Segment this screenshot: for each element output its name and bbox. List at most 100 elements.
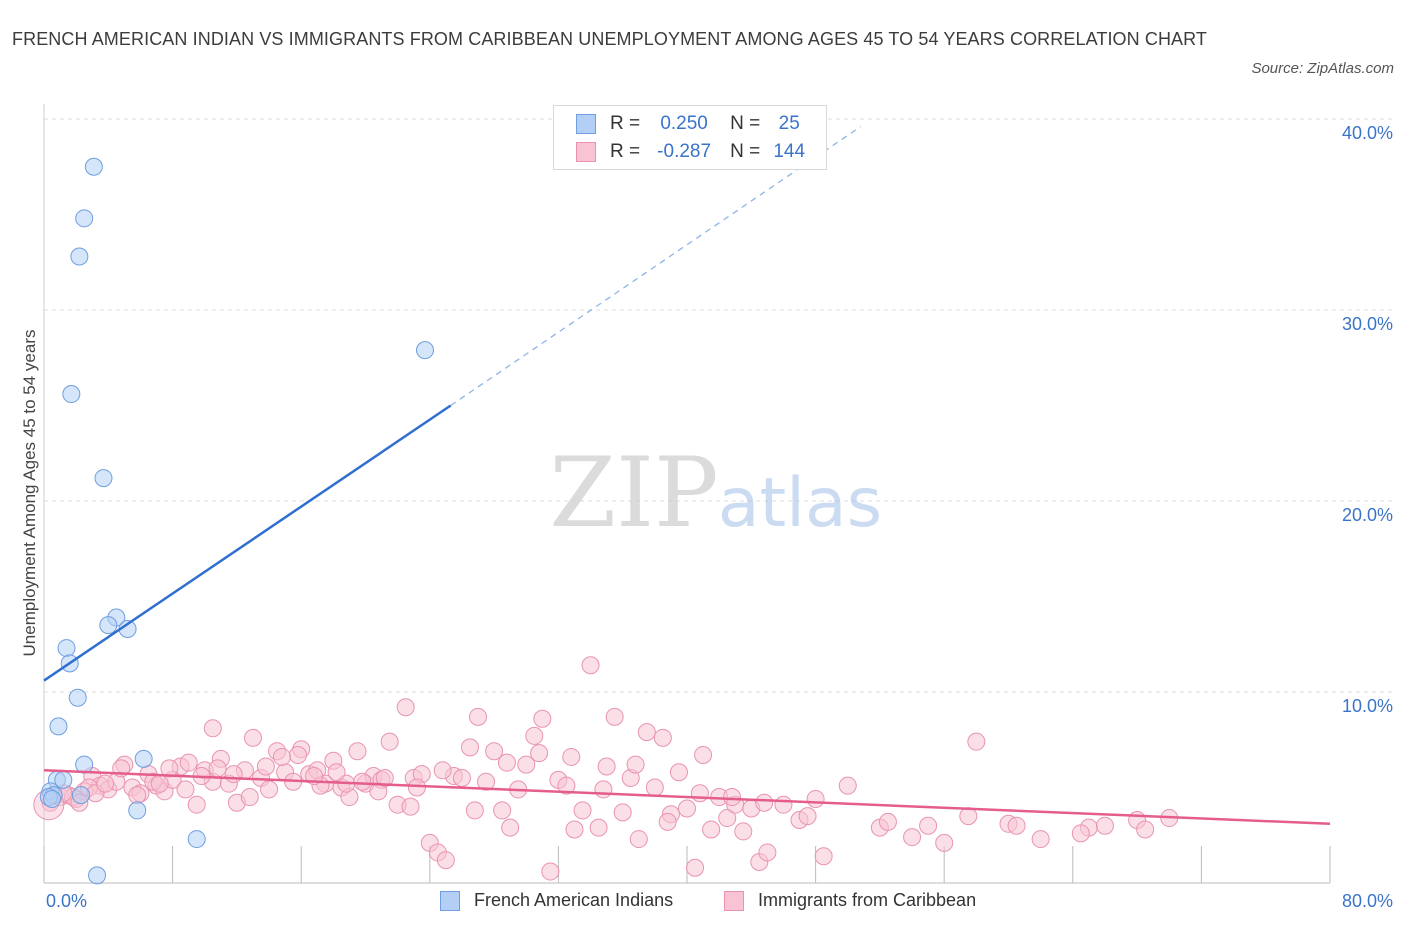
data-point: [84, 157, 103, 176]
data-point: [407, 778, 426, 797]
data-point: [597, 757, 616, 776]
data-point: [533, 709, 552, 728]
data-point: [243, 728, 262, 747]
n-value: 144: [773, 141, 806, 162]
data-point: [57, 639, 76, 658]
data-point: [758, 843, 777, 862]
data-point: [501, 818, 520, 837]
data-point: [256, 757, 275, 776]
legend-swatch-blue: [440, 890, 460, 911]
data-point: [96, 774, 115, 793]
data-point: [327, 763, 346, 782]
trend-line-immigrants-from-caribbean: [43, 769, 1331, 826]
data-point: [919, 816, 938, 835]
data-point: [690, 784, 709, 803]
data-point: [224, 765, 243, 784]
legend-swatch-blue: [576, 114, 596, 134]
data-point: [1136, 820, 1155, 839]
data-point: [128, 786, 147, 805]
data-point: [645, 778, 664, 797]
x-tick-label-max: 80.0%: [1342, 891, 1393, 911]
trend-lines: [43, 126, 1331, 826]
data-point: [452, 768, 471, 787]
r-value: 0.250: [660, 113, 708, 134]
data-point: [75, 209, 94, 228]
n-value: 25: [778, 113, 800, 134]
data-point: [755, 793, 774, 812]
data-point: [525, 726, 544, 745]
trend-line-french-american-indians: [43, 404, 452, 682]
data-point: [71, 786, 90, 805]
data-point: [497, 753, 516, 772]
data-point: [594, 780, 613, 799]
y-tick-label: 40.0%: [1342, 123, 1393, 143]
data-point: [1095, 816, 1114, 835]
n-label: N =: [730, 141, 761, 162]
data-point: [179, 753, 198, 772]
legend-swatch-pink: [724, 890, 744, 911]
y-tick-label: 10.0%: [1342, 696, 1393, 716]
data-point: [734, 822, 753, 841]
data-point: [541, 862, 560, 881]
legend-row-french-american-indians: R = 0.250 N = 25: [576, 112, 818, 136]
watermark-atlas: atlas: [718, 464, 882, 543]
data-point: [814, 847, 833, 866]
data-point: [573, 801, 592, 820]
data-point: [658, 812, 677, 831]
n-label: N =: [730, 113, 761, 134]
data-point: [187, 795, 206, 814]
data-point: [68, 688, 87, 707]
data-point: [415, 341, 434, 360]
y-tick-label: 20.0%: [1342, 505, 1393, 525]
data-point: [160, 759, 179, 778]
data-point: [774, 795, 793, 814]
y-axis-label: Unemployment Among Ages 45 to 54 years: [20, 329, 39, 657]
trend-line-extension: [450, 126, 861, 407]
x-tick-label-min: 0.0%: [46, 891, 87, 911]
legend-item-immigrants-from-caribbean: Immigrants from Caribbean: [724, 890, 976, 911]
data-point: [562, 747, 581, 766]
data-point: [43, 789, 62, 808]
data-point: [878, 812, 897, 831]
data-point: [477, 772, 496, 791]
chart-title: FRENCH AMERICAN INDIAN VS IMMIGRANTS FRO…: [12, 29, 1208, 49]
r-value: -0.287: [657, 141, 712, 162]
data-point: [436, 851, 455, 870]
data-point: [134, 749, 153, 768]
series-caribbean-points: [33, 656, 1179, 881]
data-point: [967, 732, 986, 751]
legend-row-immigrants-from-caribbean: R = -0.287 N = 144: [576, 140, 818, 164]
data-point: [396, 698, 415, 717]
data-point: [460, 738, 479, 757]
data-point: [723, 788, 742, 807]
data-point: [70, 247, 89, 266]
data-point: [493, 801, 512, 820]
data-point: [187, 830, 206, 849]
data-point: [702, 820, 721, 839]
data-point: [128, 801, 147, 820]
data-point: [517, 755, 536, 774]
data-point: [565, 820, 584, 839]
data-point: [589, 818, 608, 837]
legend-item-french-american-indians: French American Indians: [440, 890, 673, 911]
watermark-zip: ZIP: [549, 437, 718, 549]
data-point: [150, 774, 169, 793]
data-point: [694, 746, 713, 765]
legend-label: French American Indians: [474, 890, 674, 910]
data-point: [272, 747, 291, 766]
tick-labels: 10.0% 20.0% 30.0% 40.0% 0.0% 80.0%: [46, 123, 1393, 911]
data-point: [838, 776, 857, 795]
data-point: [678, 799, 696, 818]
data-point: [88, 866, 107, 885]
data-point: [401, 797, 420, 816]
series-legend: French American Indians Immigrants from …: [0, 888, 1406, 916]
data-point: [629, 830, 648, 849]
r-label: R =: [610, 113, 641, 134]
data-point: [935, 833, 954, 852]
y-tick-label: 30.0%: [1342, 314, 1393, 334]
data-point: [530, 744, 549, 763]
data-point: [375, 768, 394, 787]
data-point: [99, 616, 118, 635]
data-point: [288, 746, 307, 765]
